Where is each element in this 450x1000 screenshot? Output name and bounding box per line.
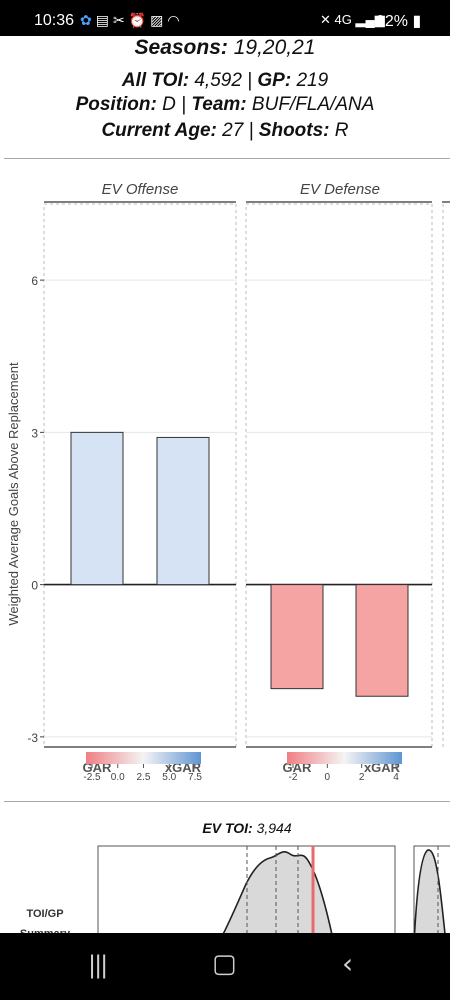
shoots-label: Shoots: xyxy=(258,120,330,141)
colorbar-tick-label: 2 xyxy=(359,772,365,783)
y-axis-label: Weighted Average Goals Above Replacement xyxy=(6,362,21,626)
colorbar-gradient-defense xyxy=(287,752,402,764)
separator: | xyxy=(247,70,253,91)
back-icon[interactable]: ‹ xyxy=(342,947,354,980)
tools-icon: ✂ xyxy=(112,12,129,28)
battery-percent: 92% xyxy=(376,13,409,30)
alarm-icon: ⏰ xyxy=(128,12,151,28)
navigation-bar: ||| ▢ ‹ xyxy=(0,933,450,1000)
recents-icon[interactable]: ||| xyxy=(88,951,108,979)
y-tick-label: -3 xyxy=(27,731,38,745)
seasons-value: 19,20,21 xyxy=(233,36,316,59)
density-curve xyxy=(222,851,333,933)
toi-label: All TOI: xyxy=(121,70,190,91)
ev-defense-bars xyxy=(270,584,409,697)
team-label: Team: xyxy=(191,94,247,115)
battery-indicator: 92% ▮ xyxy=(376,11,421,31)
y-tick-label: 3 xyxy=(31,426,38,440)
next-density-curve xyxy=(413,849,446,933)
mute-icon: ✕ xyxy=(320,12,331,27)
gp-value: 219 xyxy=(296,70,329,91)
colorbar-tick-label: 4 xyxy=(393,772,399,783)
ev-toi-label: EV TOI: xyxy=(202,820,253,836)
ev-toi-title: EV TOI: 3,944 xyxy=(0,820,450,836)
shoots-value: R xyxy=(334,120,349,141)
panel-title-ev-offense: EV Offense xyxy=(102,181,179,198)
colorbar-legends: -2.5 0.0 2.5 5.0 7.5 -2 0 2 4 xyxy=(83,752,402,783)
colorbar-tick-label: 0.0 xyxy=(111,772,125,783)
image-icon: ▨ xyxy=(150,12,168,28)
notification-icons: ✿▤✂⏰▨◠ xyxy=(80,12,184,29)
header-divider xyxy=(4,158,450,159)
pinwheel-icon: ✿ xyxy=(80,12,96,28)
bar-xgar xyxy=(355,584,409,697)
team-value: BUF/FLA/ANA xyxy=(251,94,375,115)
wifi-icon: ◠ xyxy=(167,12,184,28)
colorbar-tick-label: 0 xyxy=(325,772,331,783)
bar-xgar xyxy=(156,436,210,586)
bar-gar xyxy=(70,431,124,586)
toi-gp-summary-label: TOI/GP Summary xyxy=(20,908,70,933)
seasons-line: Seasons: 19,20,21 xyxy=(0,36,450,60)
gar-bar-chart: Weighted Average Goals Above Replacement… xyxy=(6,181,450,775)
colorbar-tick-label: 2.5 xyxy=(137,772,151,783)
battery-icon: ▮ xyxy=(412,13,422,30)
colorbar-ticks-offense: -2.5 0.0 2.5 5.0 7.5 xyxy=(83,764,202,783)
toi-value: 4,592 xyxy=(194,70,242,91)
toi-gp-line: All TOI: 4,592 | GP: 219 xyxy=(0,70,450,92)
network-type: 4G xyxy=(334,12,352,27)
separator: | xyxy=(248,120,254,141)
panel-title-ev-defense: EV Defense xyxy=(300,181,380,198)
y-axis-ticks: -3 0 3 6 xyxy=(27,274,44,745)
status-bar: 10:36 ✿▤✂⏰▨◠ ✕ 4G ▂▄▆ 92% ▮ xyxy=(0,0,450,36)
separator: | xyxy=(181,94,187,115)
colorbar-gradient-offense xyxy=(86,752,201,764)
colorbar-tick-label: 7.5 xyxy=(188,772,202,783)
signal-icon: ▂▄▆ xyxy=(355,12,385,27)
colorbar-tick-label: -2 xyxy=(289,772,298,783)
doc-icon: ▤ xyxy=(95,12,113,28)
position-team-line: Position: D | Team: BUF/FLA/ANA xyxy=(0,94,450,116)
page-content: Seasons: 19,20,21 All TOI: 4,592 | GP: 2… xyxy=(0,36,450,933)
age-value: 27 xyxy=(222,120,244,141)
home-icon[interactable]: ▢ xyxy=(212,949,237,979)
ev-offense-bars xyxy=(70,431,210,586)
status-time: 10:36 xyxy=(34,12,75,29)
colorbar-tick-label: 5.0 xyxy=(162,772,176,783)
colorbar-tick-label: -2.5 xyxy=(83,772,101,783)
ev-toi-value: 3,944 xyxy=(256,820,292,836)
section-divider xyxy=(4,801,450,802)
bar-gar xyxy=(270,584,324,690)
gp-label: GP: xyxy=(257,70,292,91)
position-label: Position: xyxy=(75,94,157,115)
ev-toi-density-plot xyxy=(97,845,450,933)
seasons-label: Seasons: xyxy=(134,36,228,59)
colorbar-ticks-defense: -2 0 2 4 xyxy=(289,764,399,783)
age-shoots-line: Current Age: 27 | Shoots: R xyxy=(0,120,450,142)
y-tick-label: 0 xyxy=(31,579,38,593)
position-value: D xyxy=(162,94,176,115)
age-label: Current Age: xyxy=(101,120,217,141)
system-icons: ✕ 4G ▂▄▆ xyxy=(320,12,385,28)
y-tick-label: 6 xyxy=(31,274,38,288)
